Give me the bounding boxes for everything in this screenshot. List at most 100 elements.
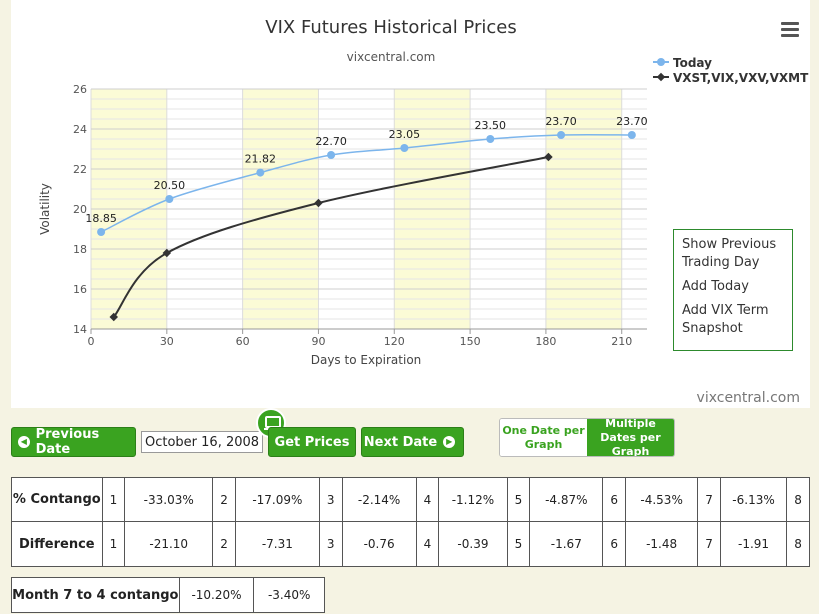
month-contango-cell: -10.20% xyxy=(178,577,255,613)
index-cell: 5 xyxy=(506,521,531,567)
index-cell: 4 xyxy=(415,477,440,522)
multiple-dates-option[interactable]: Multiple Dates per Graph xyxy=(587,419,674,456)
data-label: 18.85 xyxy=(85,212,117,225)
menu-item-add-today[interactable]: Add Today xyxy=(682,279,749,294)
data-point-term xyxy=(162,248,172,258)
data-point-today xyxy=(627,131,636,139)
chart-container: 14 16 18 20 22 24 26 0 30 60 90 120 150 180 210 18.85 2… xyxy=(11,0,810,408)
chart-context-menu: Show Previous Trading Day Add Today Add … xyxy=(673,229,793,351)
data-label: 20.50 xyxy=(154,179,186,192)
data-label: 21.82 xyxy=(245,153,277,166)
data-point-term xyxy=(109,312,118,322)
y-tick-label: 26 xyxy=(73,83,87,96)
index-cell: 1 xyxy=(101,521,126,567)
date-input[interactable] xyxy=(141,431,263,453)
x-tick-label: 0 xyxy=(88,335,95,348)
price-chart: 14 16 18 20 22 24 26 0 30 60 90 120 150 180 210 18.85 2… xyxy=(38,17,809,367)
menu-item-add-vix-term[interactable]: Add VIX Term Snapshot xyxy=(682,303,769,336)
difference-cell: -1.67 xyxy=(529,521,604,567)
next-date-label: Next Date xyxy=(363,434,438,450)
x-tick-label: 120 xyxy=(384,335,405,348)
index-cell: 5 xyxy=(506,477,531,522)
y-axis-label: Volatility xyxy=(38,183,52,235)
get-prices-label: Get Prices xyxy=(274,434,350,450)
x-tick-label: 180 xyxy=(535,335,556,348)
legend-marker-term xyxy=(656,72,666,82)
x-tick-label: 210 xyxy=(611,335,632,348)
index-cell: 8 xyxy=(786,521,810,567)
y-tick-label: 18 xyxy=(73,243,87,256)
y-tick-label: 14 xyxy=(73,323,87,336)
table-row: % Contango 1 -33.03% 2 -17.09% 3 -2.14% … xyxy=(11,477,810,522)
chart-title: VIX Futures Historical Prices xyxy=(265,17,516,38)
next-date-button[interactable]: Next Date ▶ xyxy=(361,427,464,457)
x-tick-label: 150 xyxy=(460,335,481,348)
y-tick-label: 16 xyxy=(73,283,87,296)
x-tick-label: 30 xyxy=(160,335,174,348)
index-cell: 3 xyxy=(318,521,343,567)
contango-cell: -4.53% xyxy=(625,477,699,522)
contango-cell: -33.03% xyxy=(124,477,214,522)
data-point-today xyxy=(327,151,336,159)
contango-cell: -6.13% xyxy=(719,477,788,522)
data-label: 23.70 xyxy=(545,115,577,128)
y-tick-label: 24 xyxy=(73,123,87,136)
data-point-today xyxy=(97,228,106,236)
data-point-today xyxy=(557,131,566,139)
index-cell: 2 xyxy=(212,521,236,567)
menu-item-show-previous[interactable]: Show Previous Trading Day xyxy=(682,237,777,270)
difference-label: Difference xyxy=(11,521,103,567)
series-line-1 xyxy=(112,156,549,318)
legend-marker-today xyxy=(657,58,665,66)
data-point-today xyxy=(400,144,409,152)
graph-mode-toggle: One Date per Graph Multiple Dates per Gr… xyxy=(499,418,675,457)
month-contango-table: Month 7 to 4 contango -10.20% -3.40% xyxy=(11,577,325,613)
contango-table: % Contango 1 -33.03% 2 -17.09% 3 -2.14% … xyxy=(11,477,810,567)
one-date-option[interactable]: One Date per Graph xyxy=(500,419,587,456)
difference-cell: -1.48 xyxy=(625,521,699,567)
get-prices-button[interactable]: Get Prices xyxy=(268,427,356,457)
data-point-today xyxy=(165,195,174,203)
contango-cell: -1.12% xyxy=(438,477,508,522)
previous-date-button[interactable]: ◀ Previous Date xyxy=(11,427,136,457)
index-cell: 1 xyxy=(101,477,126,522)
contango-cell: -4.87% xyxy=(529,477,604,522)
legend-item-today[interactable]: Today xyxy=(673,56,712,70)
index-cell: 6 xyxy=(602,521,627,567)
index-cell: 7 xyxy=(697,477,721,522)
data-label: 23.05 xyxy=(389,128,421,141)
chart-menu-icon[interactable] xyxy=(781,22,799,38)
index-cell: 7 xyxy=(697,521,721,567)
chart-credit[interactable]: vixcentral.com xyxy=(696,390,800,406)
y-tick-label: 20 xyxy=(73,203,87,216)
data-point-today xyxy=(486,135,495,143)
data-point-today xyxy=(256,168,265,177)
chevron-left-icon: ◀ xyxy=(18,436,30,448)
previous-date-label: Previous Date xyxy=(35,427,100,457)
difference-cell: -0.39 xyxy=(438,521,508,567)
data-label: 23.70 xyxy=(616,115,648,128)
x-axis-label: Days to Expiration xyxy=(311,353,422,367)
difference-cell: -21.10 xyxy=(124,521,214,567)
chart-subtitle: vixcentral.com xyxy=(347,50,436,64)
chart-legend: Today VXST,VIX,VXV,VXMT xyxy=(653,56,809,85)
difference-cell: -1.91 xyxy=(719,521,788,567)
table-row: Month 7 to 4 contango -10.20% -3.40% xyxy=(11,577,325,613)
index-cell: 2 xyxy=(212,477,236,522)
legend-item-term[interactable]: VXST,VIX,VXV,VXMT xyxy=(673,71,809,85)
data-label: 23.50 xyxy=(475,119,507,132)
x-tick-label: 60 xyxy=(236,335,250,348)
y-tick-label: 22 xyxy=(73,163,87,176)
data-label: 22.70 xyxy=(315,135,347,148)
month-contango-label: Month 7 to 4 contango xyxy=(11,577,180,613)
x-tick-label: 90 xyxy=(311,335,325,348)
difference-cell: -7.31 xyxy=(234,521,320,567)
index-cell: 6 xyxy=(602,477,627,522)
index-cell: 8 xyxy=(786,477,810,522)
contango-cell: -2.14% xyxy=(341,477,417,522)
data-point-term xyxy=(314,198,323,208)
table-row: Difference 1 -21.10 2 -7.31 3 -0.76 4 -0… xyxy=(11,521,810,567)
index-cell: 3 xyxy=(318,477,343,522)
series-line-0 xyxy=(100,133,632,233)
contango-label: % Contango xyxy=(11,477,103,522)
